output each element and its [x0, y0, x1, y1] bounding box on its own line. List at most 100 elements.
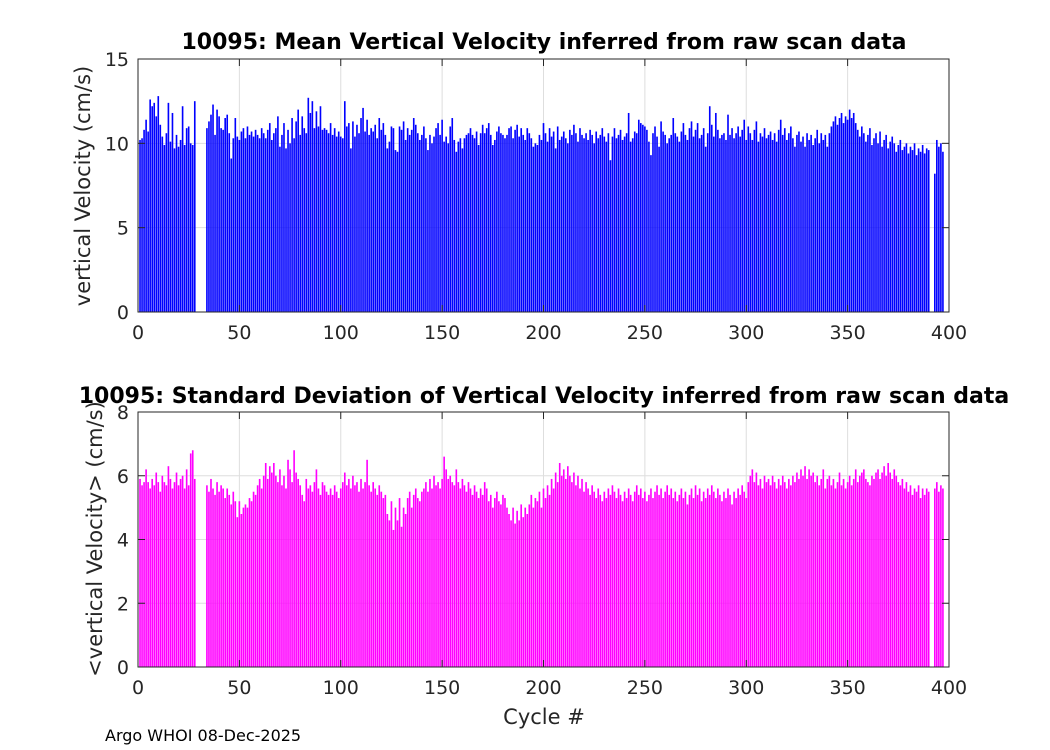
std-bar-cycle-166	[473, 485, 476, 667]
mean-bar-cycle-81	[301, 116, 304, 312]
mean-bar-cycle-367	[881, 146, 883, 312]
mean-bar-cycle-221	[585, 133, 587, 312]
mean-bar-cycle-253	[650, 155, 652, 312]
std-bar-cycle-17	[171, 488, 174, 667]
std-bar-cycle-326	[798, 478, 800, 667]
std-bar-cycle-242	[627, 488, 630, 667]
std-bar-cycle-255	[654, 491, 656, 667]
std-bar-cycle-199	[540, 507, 543, 668]
mean-bar-cycle-376	[899, 139, 902, 312]
mean-bar-cycle-290	[725, 139, 727, 312]
mean-bar-cycle-341	[828, 133, 831, 312]
std-bar-cycle-280	[704, 498, 707, 667]
mean-bar-cycle-142	[425, 138, 427, 312]
mean-bar-cycle-301	[747, 126, 750, 312]
mean-bar-cycle-351	[848, 109, 851, 312]
std-bar-cycle-214	[571, 482, 573, 668]
std-x-tick-label: 350	[829, 677, 865, 699]
std-bar-cycle-170	[481, 494, 484, 668]
std-velocity-x-label: Cycle #	[503, 705, 585, 729]
std-bar-cycle-396	[940, 485, 942, 667]
mean-bar-cycle-284	[713, 136, 715, 312]
std-bar-cycle-261	[666, 485, 668, 667]
std-bar-cycle-221	[585, 482, 587, 668]
std-bar-cycle-210	[562, 469, 565, 668]
mean-bar-cycle-263	[670, 134, 673, 312]
std-bar-cycle-322	[790, 485, 792, 667]
mean-bar-cycle-145	[431, 143, 433, 312]
mean-bar-cycle-334	[814, 138, 816, 312]
mean-bar-cycle-363	[873, 138, 875, 312]
mean-bar-cycle-176	[494, 139, 496, 312]
mean-bar-cycle-302	[749, 133, 752, 312]
std-bar-cycle-385	[917, 485, 920, 667]
mean-bar-cycle-110	[360, 118, 362, 312]
std-bar-cycle-346	[838, 472, 841, 667]
std-bar-cycle-11	[159, 491, 162, 667]
std-bar-cycle-27	[191, 450, 194, 667]
std-bar-cycle-162	[465, 491, 468, 667]
mean-bar-cycle-106	[352, 121, 354, 312]
mean-bar-cycle-69	[277, 116, 279, 312]
std-bar-cycle-309	[763, 475, 766, 667]
std-bar-cycle-102	[343, 472, 346, 667]
mean-bar-cycle-317	[779, 119, 782, 312]
mean-bar-cycle-310	[765, 138, 768, 312]
mean-bar-cycle-356	[858, 136, 861, 312]
mean-bar-cycle-323	[792, 138, 794, 312]
std-bar-cycle-215	[573, 472, 575, 667]
mean-bar-cycle-196	[534, 143, 537, 312]
std-bar-cycle-216	[575, 485, 577, 667]
std-bar-cycle-66	[271, 472, 273, 667]
mean-bar-cycle-66	[271, 139, 273, 312]
mean-bar-cycle-147	[435, 128, 437, 312]
std-bar-cycle-84	[307, 488, 310, 667]
std-bar-cycle-209	[560, 475, 563, 667]
std-bar-cycle-167	[475, 491, 478, 667]
std-bar-cycle-254	[652, 498, 654, 667]
std-bar-cycle-59	[256, 485, 259, 667]
std-bar-cycle-118	[376, 494, 379, 668]
mean-y-tick-label: 0	[117, 302, 129, 324]
mean-bar-cycle-268	[680, 131, 683, 312]
mean-bar-cycle-151	[443, 141, 445, 312]
mean-bar-cycle-96	[331, 134, 334, 312]
mean-bar-cycle-262	[668, 138, 671, 312]
std-bar-cycle-388	[923, 494, 926, 668]
std-bar-cycle-3	[143, 482, 145, 668]
mean-bar-cycle-59	[256, 134, 259, 312]
std-bar-cycle-316	[777, 478, 780, 667]
std-bar-cycle-390	[927, 491, 930, 667]
std-bar-cycle-4	[145, 469, 147, 668]
std-bar-cycle-144	[429, 478, 431, 667]
mean-bar-cycle-216	[575, 133, 577, 312]
mean-bar-cycle-45	[228, 133, 231, 312]
std-bar-cycle-42	[222, 488, 224, 667]
mean-bar-cycle-117	[374, 124, 377, 312]
std-bar-cycle-211	[564, 478, 567, 667]
std-bar-cycle-310	[765, 482, 768, 668]
mean-bar-cycle-27	[191, 145, 194, 312]
std-bar-cycle-81	[301, 494, 304, 668]
mean-bar-cycle-248	[640, 123, 642, 312]
std-bar-cycle-268	[680, 488, 683, 667]
mean-bar-cycle-256	[656, 136, 658, 312]
std-bar-cycle-264	[672, 498, 675, 667]
std-bar-cycle-241	[625, 498, 628, 667]
mean-bar-cycle-380	[907, 153, 910, 312]
mean-bar-cycle-384	[915, 155, 918, 312]
mean-bar-cycle-231	[605, 141, 608, 312]
mean-bar-cycle-189	[520, 128, 523, 312]
mean-bar-cycle-297	[739, 136, 741, 312]
mean-bar-cycle-107	[354, 136, 356, 312]
mean-bar-cycle-313	[771, 139, 774, 312]
std-bar-cycle-251	[646, 501, 648, 667]
std-bar-cycle-143	[427, 491, 429, 667]
std-bar-cycle-258	[660, 488, 662, 667]
mean-bar-cycle-282	[708, 106, 711, 312]
std-bar-cycle-349	[844, 488, 847, 667]
mean-bar-cycle-265	[674, 133, 677, 312]
mean-bar-cycle-255	[654, 126, 656, 312]
mean-bar-cycle-267	[678, 141, 681, 312]
